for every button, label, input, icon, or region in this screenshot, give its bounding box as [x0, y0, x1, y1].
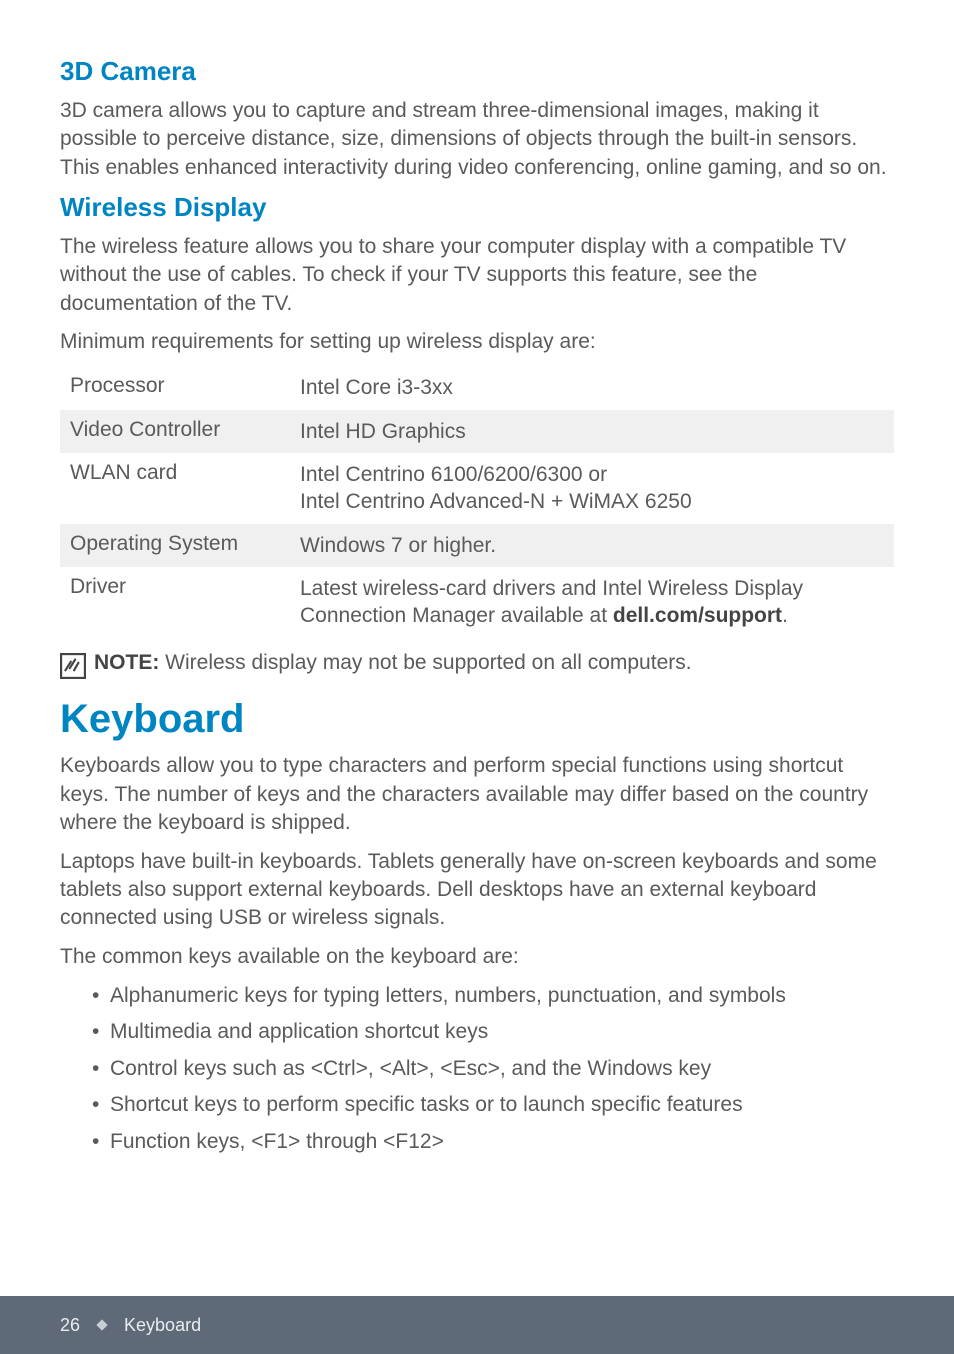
footer-section-name: Keyboard — [124, 1315, 201, 1336]
note-block: NOTE: Wireless display may not be suppor… — [60, 651, 894, 679]
table-row: Video Controller Intel HD Graphics — [60, 410, 894, 453]
footer-diamond-icon — [96, 1319, 107, 1330]
table-cell-label: WLAN card — [70, 461, 300, 516]
table-cell-value: Intel Centrino 6100/6200/6300 or Intel C… — [300, 461, 884, 516]
table-row: WLAN card Intel Centrino 6100/6200/6300 … — [60, 453, 894, 524]
table-cell-value: Windows 7 or higher. — [300, 532, 884, 559]
keyboard-bullets: Alphanumeric keys for typing letters, nu… — [60, 981, 894, 1157]
table-cell-label: Operating System — [70, 532, 300, 559]
list-item: Control keys such as <Ctrl>, <Alt>, <Esc… — [110, 1054, 894, 1084]
table-cell-value: Latest wireless-card drivers and Intel W… — [300, 575, 884, 630]
list-item: Function keys, <F1> through <F12> — [110, 1127, 894, 1157]
heading-keyboard: Keyboard — [60, 697, 894, 742]
page-footer: 26 Keyboard — [0, 1296, 954, 1354]
table-row: Processor Intel Core i3-3xx — [60, 366, 894, 409]
driver-text-post: . — [782, 604, 788, 627]
note-body: Wireless display may not be supported on… — [159, 651, 691, 674]
para-3d-camera: 3D camera allows you to capture and stre… — [60, 97, 894, 182]
table-cell-value: Intel HD Graphics — [300, 418, 884, 445]
driver-link-text: dell.com/support — [613, 604, 782, 627]
para-keyboard-1: Keyboards allow you to type characters a… — [60, 752, 894, 837]
requirements-table: Processor Intel Core i3-3xx Video Contro… — [60, 366, 894, 637]
heading-wireless-display: Wireless Display — [60, 192, 894, 223]
para-keyboard-2: Laptops have built-in keyboards. Tablets… — [60, 848, 894, 933]
list-item: Shortcut keys to perform specific tasks … — [110, 1090, 894, 1120]
note-text: NOTE: Wireless display may not be suppor… — [94, 651, 692, 675]
table-row: Operating System Windows 7 or higher. — [60, 524, 894, 567]
note-icon — [60, 653, 86, 679]
table-cell-label: Driver — [70, 575, 300, 630]
list-item: Alphanumeric keys for typing letters, nu… — [110, 981, 894, 1011]
table-cell-label: Processor — [70, 374, 300, 401]
list-item: Multimedia and application shortcut keys — [110, 1017, 894, 1047]
table-cell-label: Video Controller — [70, 418, 300, 445]
table-row: Driver Latest wireless-card drivers and … — [60, 567, 894, 638]
note-label: NOTE: — [94, 651, 159, 674]
para-wireless-1: The wireless feature allows you to share… — [60, 233, 894, 318]
para-wireless-2: Minimum requirements for setting up wire… — [60, 328, 894, 356]
heading-3d-camera: 3D Camera — [60, 56, 894, 87]
para-keyboard-3: The common keys available on the keyboar… — [60, 943, 894, 971]
table-cell-value: Intel Core i3-3xx — [300, 374, 884, 401]
footer-page-number: 26 — [60, 1315, 80, 1336]
